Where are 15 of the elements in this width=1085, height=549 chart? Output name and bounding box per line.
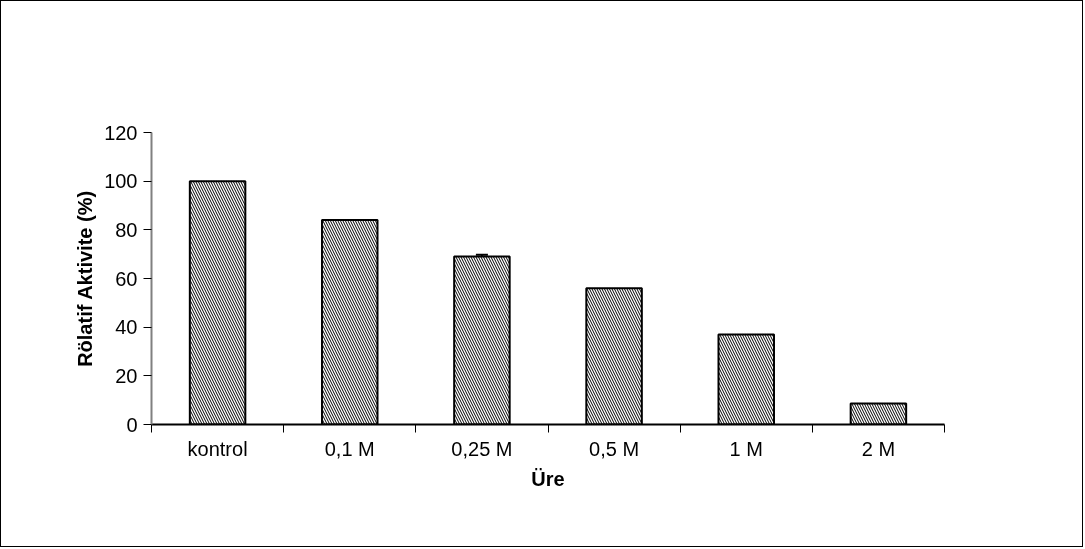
y-tick-label: 0	[126, 413, 138, 436]
x-tick-label: kontrol	[187, 437, 248, 460]
x-axis-title: Üre	[531, 467, 565, 490]
y-tick-label: 120	[104, 121, 138, 144]
x-tick-label: 0,5 M	[589, 437, 640, 460]
x-tick-label: 2 M	[861, 437, 896, 460]
y-tick-label: 60	[115, 267, 138, 290]
y-axis-title: Rölatif Aktivite (%)	[74, 190, 97, 367]
x-tick-label: 1 M	[729, 437, 763, 460]
y-tick-label: 100	[104, 170, 138, 193]
x-tick-label: 0,1 M	[324, 437, 375, 460]
y-tick-label: 80	[115, 218, 138, 241]
y-tick-label: 40	[115, 316, 138, 339]
y-tick-label: 20	[115, 364, 138, 387]
x-tick-label: 0,25 M	[451, 437, 513, 460]
